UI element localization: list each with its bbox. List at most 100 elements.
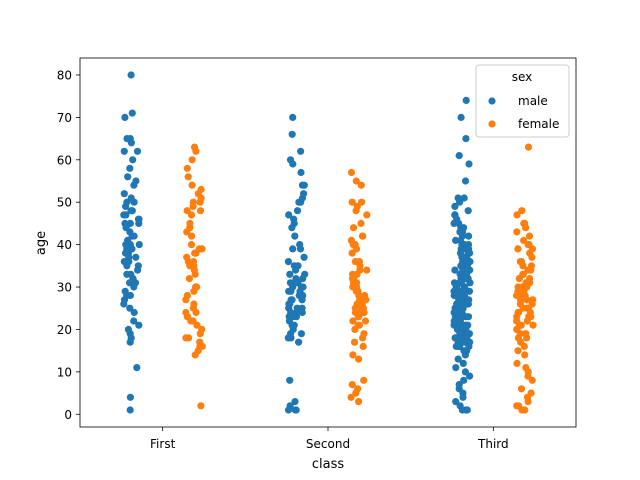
point-female-second	[359, 334, 367, 342]
point-female-third	[520, 236, 528, 244]
point-male-third	[461, 351, 469, 359]
legend: sex male female	[475, 64, 570, 138]
point-male-third	[455, 152, 463, 160]
point-male-second	[292, 266, 300, 274]
point-male-first	[130, 283, 138, 291]
point-male-third	[465, 232, 473, 240]
point-male-second	[299, 275, 307, 283]
point-female-third	[521, 351, 529, 359]
y-tick-label: 70	[57, 111, 72, 125]
point-female-first	[188, 232, 196, 240]
point-female-second	[355, 355, 363, 363]
legend-marker-male	[488, 97, 496, 105]
point-female-first	[197, 402, 205, 410]
point-male-first	[120, 211, 128, 219]
y-axis-label: age	[34, 231, 49, 255]
point-male-first	[126, 291, 134, 300]
point-female-second	[347, 168, 356, 177]
point-male-third	[464, 207, 472, 215]
point-male-third	[459, 359, 467, 367]
point-female-second	[348, 381, 356, 389]
point-female-first	[188, 156, 196, 164]
point-male-second	[286, 376, 294, 384]
point-male-first	[135, 321, 143, 329]
point-female-first	[182, 334, 190, 342]
point-female-first	[192, 308, 200, 317]
y-tick-label: 10	[57, 365, 72, 379]
point-female-first	[187, 211, 196, 219]
point-male-first	[128, 109, 136, 117]
point-female-first	[183, 164, 191, 172]
point-female-first	[182, 296, 190, 304]
point-male-second	[291, 398, 299, 406]
point-male-second	[284, 334, 292, 342]
point-male-first	[120, 300, 128, 308]
point-male-second	[292, 313, 300, 321]
point-female-third	[528, 253, 536, 261]
point-male-second	[300, 253, 308, 261]
point-male-first	[133, 364, 141, 372]
point-male-third	[460, 376, 468, 384]
point-male-second	[291, 406, 299, 414]
point-female-first	[191, 249, 199, 257]
point-male-first	[120, 147, 128, 155]
point-male-first	[123, 270, 131, 278]
point-female-first	[187, 241, 196, 249]
point-male-second	[286, 270, 294, 278]
point-male-third	[454, 355, 462, 363]
point-male-second	[289, 160, 297, 168]
point-female-third	[517, 385, 526, 393]
point-female-third	[513, 228, 521, 236]
point-male-third	[458, 406, 466, 414]
point-female-third	[525, 232, 534, 240]
point-male-third	[465, 160, 473, 168]
point-female-third	[523, 334, 531, 342]
point-male-first	[130, 317, 138, 325]
point-male-first	[126, 304, 134, 312]
point-female-first	[196, 207, 205, 215]
point-female-second	[359, 232, 367, 240]
point-male-first	[122, 202, 130, 210]
point-female-second	[352, 207, 360, 215]
point-female-first	[196, 330, 204, 338]
point-male-third	[466, 279, 474, 287]
point-male-first	[132, 253, 140, 261]
point-male-first	[133, 147, 142, 155]
x-axis: First Second Third	[150, 427, 509, 451]
point-male-second	[297, 147, 305, 155]
point-male-third	[459, 393, 467, 401]
x-tick-label-third: Third	[477, 437, 509, 451]
point-female-second	[352, 389, 360, 397]
y-tick-label: 30	[57, 281, 72, 295]
point-female-second	[352, 177, 360, 185]
point-female-third	[529, 321, 537, 329]
point-male-second	[291, 232, 299, 240]
point-male-third	[452, 364, 460, 372]
point-female-third	[520, 342, 528, 350]
point-female-second	[349, 224, 358, 232]
x-axis-label: class	[312, 457, 344, 472]
point-female-second	[347, 393, 355, 401]
point-female-second	[349, 317, 357, 325]
point-male-first	[123, 262, 131, 270]
point-male-second	[289, 245, 297, 253]
y-tick-label: 0	[64, 408, 72, 422]
y-tick-label: 50	[57, 196, 72, 210]
point-male-first	[127, 207, 135, 215]
point-male-second	[289, 113, 297, 121]
data-points	[120, 71, 537, 414]
point-male-first	[134, 266, 142, 274]
point-male-second	[284, 258, 292, 266]
legend-marker-female	[488, 120, 496, 128]
point-female-second	[355, 313, 363, 321]
point-male-second	[288, 224, 296, 232]
point-female-first	[184, 173, 192, 181]
point-female-second	[357, 219, 365, 227]
point-female-first	[193, 321, 201, 329]
point-female-second	[351, 325, 359, 333]
point-male-second	[284, 406, 293, 414]
point-male-first	[130, 181, 138, 189]
point-female-third	[518, 207, 526, 215]
point-female-third	[514, 245, 522, 253]
point-male-second	[288, 130, 296, 138]
